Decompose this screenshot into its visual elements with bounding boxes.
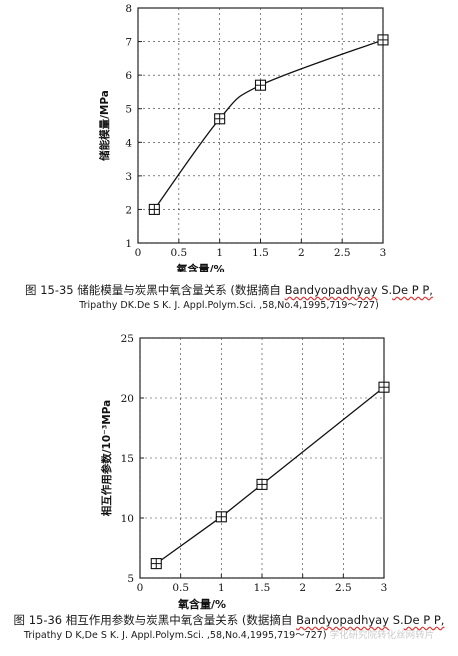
- x-axis-label: 氧含量/%: [177, 597, 226, 611]
- caption-text: 图 15-36 相互作用参数与炭黑中氧含量关系 (数据摘自: [13, 613, 297, 627]
- x-tick-label: 1.5: [254, 582, 271, 594]
- y-tick-label: 20: [121, 393, 134, 405]
- x-tick-label: 2: [299, 582, 306, 594]
- data-point: [378, 381, 390, 393]
- y-tick-label: 2: [125, 204, 132, 216]
- y-tick-label: 7: [125, 37, 132, 49]
- y-tick-label: 3: [125, 171, 132, 183]
- caption-author: Bandyopadhyay: [284, 283, 378, 297]
- y-tick-label: 25: [121, 333, 134, 345]
- x-tick-label: 0: [135, 247, 142, 259]
- chart-interaction-parameter: 0 0.5 1 1.5 2 2.5 3 5 10 15 20 25 氧含量/% 相互作用参数/10⁻³MP…: [100, 333, 390, 611]
- x-tick-label: 0.5: [172, 582, 189, 594]
- data-point: [377, 34, 389, 46]
- y-tick-label: 5: [127, 573, 134, 585]
- data-point: [215, 511, 227, 523]
- caption-mid: S.: [377, 283, 393, 297]
- watermark: 学化研究院转化丝网转片: [329, 630, 435, 642]
- caption-author2: De P P,: [392, 283, 433, 297]
- x-tick-label: 2: [298, 247, 305, 259]
- y-tick-label: 6: [125, 70, 132, 82]
- chart-storage-modulus: 0 0.5 1 1.5 2 2.5 3 1 2 3 4 5 6 7 8 氧含量/% 储能模量/MPa: [98, 3, 389, 272]
- y-axis-label: 储能模量/MPa: [98, 90, 111, 161]
- caption-reference: Tripathy D K,De S K. J. Appl.Polym.Sci. …: [23, 630, 327, 642]
- x-tick-label: 0.5: [170, 247, 187, 259]
- x-tick-label: 0: [137, 582, 144, 594]
- y-tick-label: 10: [121, 513, 134, 525]
- x-tick-label: 1.5: [252, 247, 269, 259]
- x-tick-label: 3: [381, 582, 388, 594]
- x-tick-label: 3: [380, 247, 387, 259]
- y-tick-label: 5: [125, 104, 132, 116]
- data-point: [254, 79, 267, 91]
- y-tick-label: 8: [125, 3, 132, 15]
- data-point: [256, 478, 268, 490]
- x-axis-label: 氧含量/%: [175, 262, 224, 272]
- figure-caption-15-35: 图 15-35 储能模量与炭黑中氧含量关系 (数据摘自 Bandyopadhya…: [0, 282, 458, 314]
- figure-caption-15-36: 图 15-36 相互作用参数与炭黑中氧含量关系 (数据摘自 Bandyopadh…: [0, 612, 458, 644]
- y-axis-label: 相互作用参数/10⁻³MPa: [100, 400, 113, 517]
- data-point: [214, 113, 226, 125]
- data-point: [148, 203, 160, 215]
- x-tick-label: 1: [218, 582, 225, 594]
- caption-author2: De P P,: [403, 613, 445, 627]
- caption-author: Bandyopadhyay: [296, 613, 390, 627]
- series-line-0: [155, 386, 385, 565]
- y-tick-label: 1: [125, 238, 132, 250]
- x-tick-label: 2.5: [335, 582, 352, 594]
- series-line-0: [153, 39, 384, 210]
- caption-reference: Tripathy DK.De S K. J. Appl.Polym.Sci. ,…: [79, 300, 379, 312]
- y-tick-label: 15: [121, 453, 134, 465]
- x-tick-label: 1: [216, 247, 223, 259]
- x-tick-label: 2.5: [334, 247, 351, 259]
- caption-mid: S.: [389, 613, 404, 627]
- y-tick-label: 4: [125, 137, 132, 149]
- caption-text: 图 15-35 储能模量与炭黑中氧含量关系 (数据摘自: [25, 283, 285, 297]
- data-point: [150, 558, 162, 570]
